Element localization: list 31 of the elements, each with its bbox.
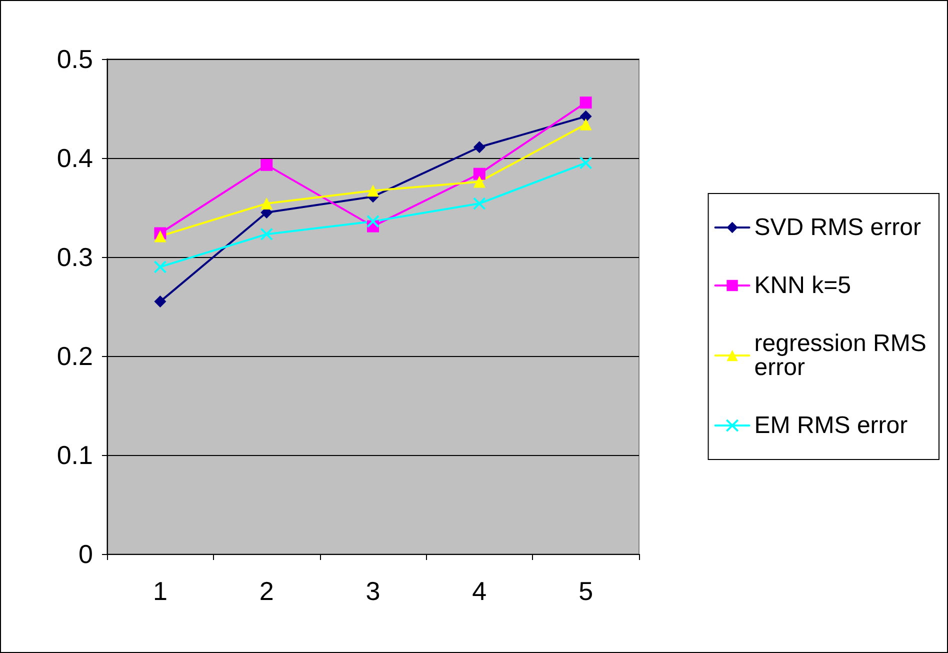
x-tick-label: 5 [578, 576, 594, 606]
y-tick-label: 0.1 [56, 440, 93, 470]
legend-label: regression RMS error [754, 330, 934, 381]
point [473, 141, 486, 154]
point [580, 118, 592, 130]
point [367, 184, 379, 197]
point [580, 110, 592, 122]
point [154, 296, 166, 308]
x-tick-label: 2 [259, 576, 274, 606]
point [366, 214, 380, 228]
legend-label: KNN k=5 [754, 272, 851, 299]
point [580, 96, 592, 109]
x-tick-label: 3 [366, 576, 380, 606]
y-tick-label: 0.5 [56, 44, 93, 74]
legend-label: EM RMS error [754, 412, 908, 439]
point [260, 228, 274, 241]
point [472, 197, 486, 210]
point [154, 260, 167, 274]
point [579, 156, 592, 170]
point [473, 176, 486, 188]
y-tick-label: 0.4 [56, 143, 93, 173]
x-tick-label: 4 [472, 576, 487, 606]
legend-label: SVD RMS error [754, 214, 921, 241]
point [154, 230, 166, 242]
x-tick-label: 1 [152, 576, 168, 606]
point [260, 158, 273, 171]
y-tick-label: 0 [78, 539, 93, 569]
point [260, 198, 273, 210]
y-tick-label: 0.3 [56, 242, 93, 272]
y-tick-label: 0.2 [56, 341, 93, 371]
point [473, 168, 486, 180]
